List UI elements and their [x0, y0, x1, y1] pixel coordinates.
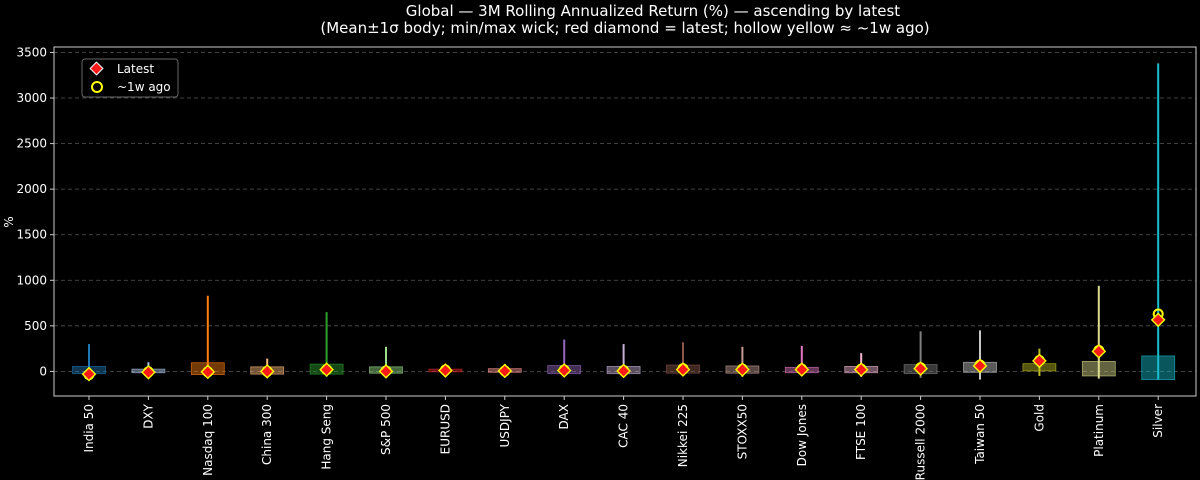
latest-point: [1150, 312, 1166, 328]
x-tick-label: EURUSD: [438, 404, 452, 454]
y-tick-label: 1000: [16, 273, 47, 287]
legend-entry-1w-ago: ~1w ago: [117, 80, 171, 94]
latest-point: [1032, 353, 1047, 369]
y-tick-label: 1500: [16, 228, 47, 242]
latest-point: [81, 366, 97, 382]
x-tick-label: Gold: [1032, 404, 1046, 432]
plot-frame: [53, 46, 1197, 397]
latest-point: [556, 363, 572, 378]
y-axis-label: %: [2, 216, 16, 227]
x-tick-label: USDJPY: [498, 403, 512, 447]
latest-point: [616, 363, 631, 379]
latest-point: [1091, 343, 1107, 359]
y-tick-label: 0: [39, 364, 47, 378]
hollow-yellow-circle-icon: [91, 81, 103, 93]
x-tick-label: CAC 40: [617, 404, 631, 448]
latest-point: [438, 363, 453, 378]
latest-point: [259, 364, 275, 379]
y-tick-label: 2000: [16, 182, 47, 196]
y-tick-label: 3500: [16, 45, 47, 59]
x-tick-label: China 300: [260, 404, 274, 465]
legend: Latest ~1w ago: [81, 58, 179, 98]
x-tick-label: Dow Jones: [795, 404, 809, 466]
legend-entry-latest: Latest: [117, 62, 154, 76]
latest-point: [141, 364, 156, 380]
y-axis: 0 500 1000 1500 2000 2500 3000 3500: [16, 45, 54, 378]
red-diamond-icon: [89, 61, 104, 76]
latest-point: [913, 361, 928, 377]
latest-point: [972, 358, 988, 374]
x-tick-label: Nasdaq 100: [201, 404, 215, 476]
x-tick-label: FTSE 100: [854, 404, 868, 460]
box: [1081, 360, 1116, 377]
plot-area: [72, 63, 1176, 382]
latest-point: [794, 362, 810, 377]
chart-title: Global — 3M Rolling Annualized Return (%…: [406, 2, 901, 20]
latest-point: [853, 362, 869, 377]
x-tick-label: Hang Seng: [320, 404, 334, 470]
latest-point: [200, 364, 216, 380]
latest-point: [497, 363, 513, 379]
grid-lines: [54, 52, 1196, 372]
chart-subtitle: (Mean±1σ body; min/max wick; red diamond…: [320, 19, 929, 37]
box: [1141, 355, 1176, 380]
x-tick-label: Silver: [1151, 404, 1165, 438]
x-tick-label: Russell 2000: [914, 404, 928, 480]
x-tick-label: Platinum: [1092, 404, 1106, 457]
y-tick-label: 2500: [16, 137, 47, 151]
latest-point: [675, 362, 691, 377]
latest-point: [735, 362, 750, 377]
x-tick-label: S&P 500: [379, 404, 393, 455]
x-tick-label: India 50: [82, 404, 96, 453]
x-tick-label: STOXX50: [735, 404, 749, 459]
x-tick-label: Taiwan 50: [973, 404, 987, 465]
y-tick-label: 3000: [16, 91, 47, 105]
latest-point: [319, 362, 334, 377]
x-axis: India 50 DXY Nasdaq 100 China 300 Hang Seng S…: [82, 396, 1165, 480]
legend-box: [81, 58, 179, 98]
x-tick-label: DXY: [141, 403, 155, 428]
y-tick-label: 500: [24, 319, 47, 333]
x-tick-label: Nikkei 225: [676, 404, 690, 467]
latest-point: [378, 364, 394, 379]
x-tick-label: DAX: [557, 404, 571, 429]
